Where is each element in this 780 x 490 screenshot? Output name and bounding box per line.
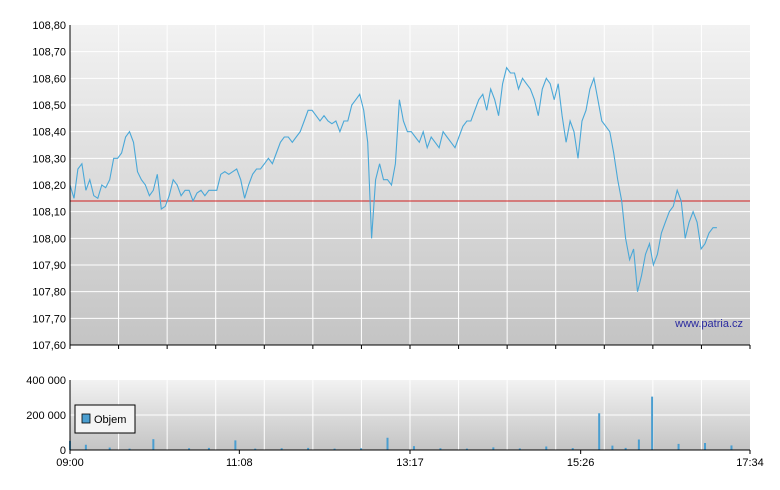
volume-bar	[571, 448, 574, 450]
legend-box	[74, 404, 136, 434]
volume-y-tick-label: 400 000	[26, 375, 66, 387]
volume-bar	[152, 439, 155, 450]
volume-bar	[254, 448, 257, 450]
price-y-tick-label: 108,40	[32, 127, 66, 139]
volume-bar	[677, 443, 680, 450]
price-gridlines	[70, 25, 750, 345]
volume-bar	[280, 448, 283, 450]
volume-legend: Objem	[74, 404, 136, 434]
volume-x-tick-labels: 09:00 11:08 13:17 15:26 17:34	[56, 450, 764, 469]
volume-bar	[730, 445, 733, 450]
price-x-tick-marks	[69, 345, 751, 349]
volume-x-tick-label: 15:26	[567, 457, 595, 469]
volume-bar	[234, 440, 237, 450]
volume-bar	[611, 445, 614, 450]
price-y-tick-label: 107,60	[32, 340, 66, 352]
volume-y-tick-label: 0	[60, 445, 66, 457]
volume-bar	[651, 396, 654, 450]
volume-bar	[84, 444, 87, 450]
price-y-tick-label: 108,50	[32, 100, 66, 112]
price-y-tick-labels: 108,80 108,70 108,60 108,50 108,40 108,30 108,…	[32, 20, 66, 352]
volume-bar	[412, 446, 415, 450]
volume-bar	[307, 447, 310, 450]
price-y-tick-label: 107,80	[32, 287, 66, 299]
volume-x-tick-label: 09:00	[56, 457, 84, 469]
legend-swatch	[81, 413, 91, 424]
volume-bar	[333, 448, 336, 450]
volume-x-tick-label: 13:17	[396, 457, 424, 469]
volume-bar	[207, 447, 210, 450]
price-y-tick-label: 108,00	[32, 233, 66, 245]
watermark: www.patria.cz	[674, 318, 743, 330]
price-y-tick-label: 108,60	[32, 73, 66, 85]
price-y-tick-label: 108,70	[32, 47, 66, 59]
price-y-tick-label: 107,70	[32, 313, 66, 325]
volume-bar	[598, 413, 601, 450]
price-series-line	[69, 66, 717, 292]
volume-bar	[360, 448, 363, 450]
volume-bar	[492, 447, 495, 450]
price-y-tick-label: 108,30	[32, 153, 66, 165]
volume-y-tick-labels: 400 000 200 000 0	[26, 375, 66, 457]
legend-label: Objem	[94, 414, 126, 426]
price-y-tick-label: 107,90	[32, 260, 66, 272]
price-y-tick-label: 108,10	[32, 207, 66, 219]
price-panel: 108,80 108,70 108,60 108,50 108,40 108,30 108,…	[32, 20, 751, 352]
volume-bar	[128, 448, 131, 450]
volume-panel: 400 000 200 000 0 09:00 11:08 13:17 15:26 17:3…	[26, 375, 764, 469]
volume-bar	[108, 447, 111, 450]
volume-bar	[188, 448, 191, 450]
price-y-tick-label: 108,80	[32, 20, 66, 32]
volume-x-tick-label: 11:08	[226, 457, 253, 469]
volume-bar	[386, 437, 389, 450]
price-y-tick-label: 108,20	[32, 180, 66, 192]
volume-bar	[637, 439, 640, 450]
volume-x-tick-label: 17:34	[736, 457, 764, 469]
volume-bar	[545, 446, 548, 450]
volume-y-tick-label: 200 000	[26, 410, 66, 422]
volume-bar	[624, 447, 627, 450]
volume-bar	[518, 448, 521, 450]
volume-bar	[439, 448, 442, 450]
volume-bar	[465, 448, 468, 450]
volume-bar	[704, 443, 707, 450]
